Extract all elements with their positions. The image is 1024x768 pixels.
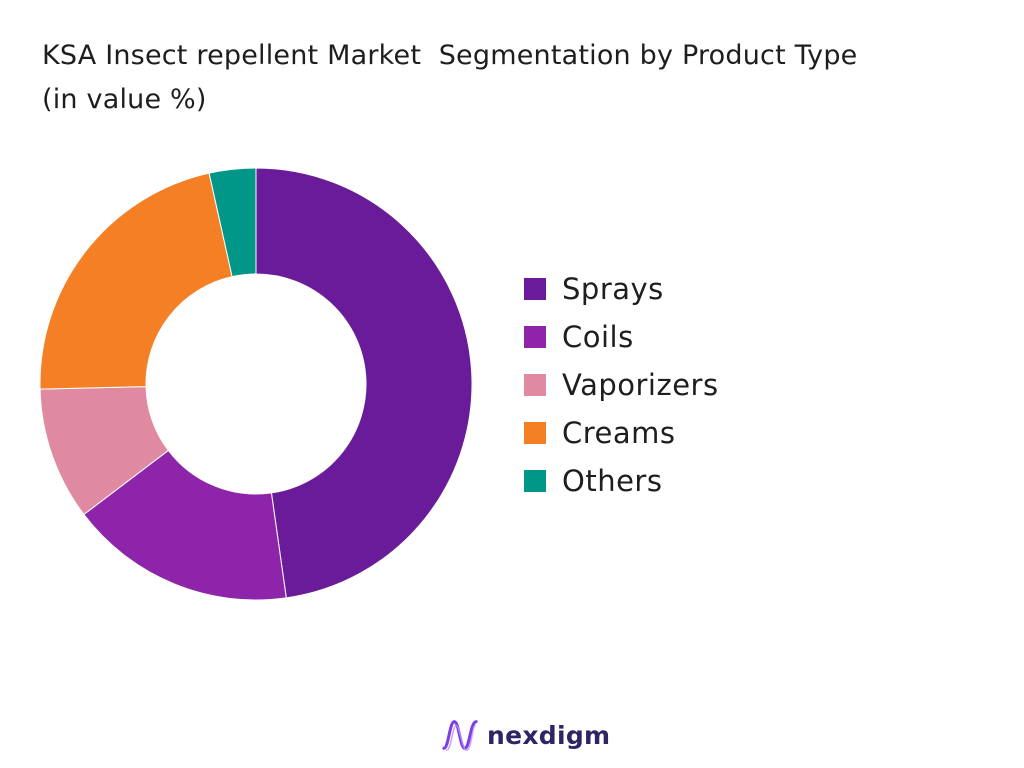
legend-swatch [524, 422, 546, 444]
slice-sprays [255, 167, 473, 599]
legend-item-coils: Coils [524, 313, 719, 361]
legend-item-sprays: Sprays [524, 265, 719, 313]
legend-label: Vaporizers [562, 368, 719, 402]
legend-swatch [524, 278, 546, 300]
slice-creams [39, 172, 233, 390]
chart-legend: Sprays Coils Vaporizers Creams Others [524, 265, 719, 505]
legend-swatch [524, 326, 546, 348]
legend-swatch [524, 470, 546, 492]
legend-label: Others [562, 464, 663, 498]
nexdigm-wave-logo-icon [442, 720, 478, 751]
logo-text: nexdigm [487, 720, 611, 750]
nexdigm-logo: nexdigm [441, 716, 610, 754]
chart-title: KSA Insect repellent Market Segmentation… [42, 40, 858, 115]
legend-item-vaporizers: Vaporizers [524, 361, 719, 409]
slice-others [208, 167, 257, 278]
donut-slices [39, 167, 473, 601]
legend-item-others: Others [524, 457, 719, 505]
legend-label: Creams [562, 416, 676, 450]
slice-coils [83, 449, 287, 601]
legend-item-creams: Creams [524, 409, 719, 457]
legend-label: Coils [562, 320, 634, 354]
legend-swatch [524, 374, 546, 396]
legend-label: Sprays [562, 272, 664, 306]
